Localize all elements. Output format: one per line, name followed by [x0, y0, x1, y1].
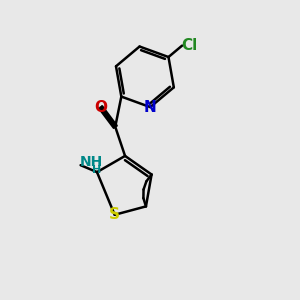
Text: O: O — [94, 100, 107, 115]
Text: N: N — [144, 100, 157, 115]
Text: H: H — [92, 165, 101, 175]
Text: Cl: Cl — [182, 38, 198, 53]
Text: NH: NH — [79, 155, 103, 169]
Text: S: S — [109, 207, 120, 222]
